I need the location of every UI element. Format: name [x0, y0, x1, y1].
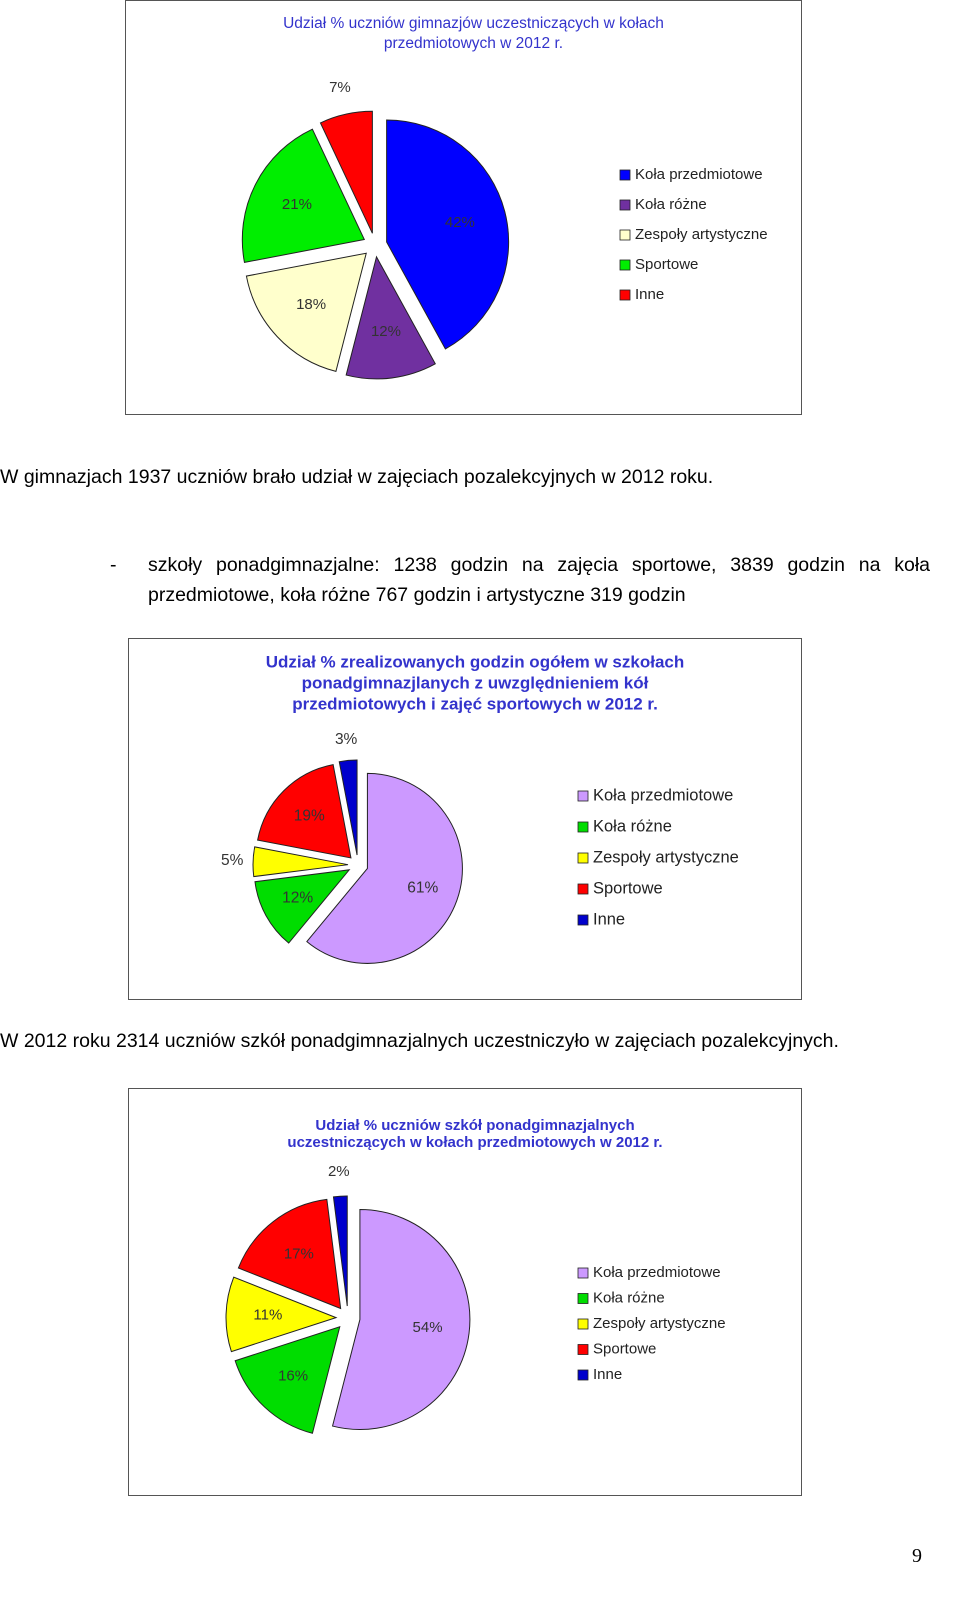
pie-slice [241, 128, 366, 263]
pie-slice [338, 759, 358, 856]
pie-slice [252, 846, 349, 878]
data-label: 12% [371, 323, 401, 340]
pie-slice [245, 252, 367, 372]
legend-label: Koła różne [593, 1289, 665, 1306]
legend-swatch [619, 259, 631, 271]
data-label: 21% [282, 196, 312, 213]
data-label: 61% [407, 879, 438, 896]
legend-swatch [577, 1293, 589, 1304]
data-label: 11% [253, 1306, 282, 1323]
pie-slice [254, 869, 351, 944]
legend-swatch [619, 199, 631, 211]
paragraph: W 2012 roku 2314 uczniów szkół ponadgimn… [0, 1030, 839, 1052]
legend-swatch [619, 289, 631, 301]
legend-label: Zespoły artystyczne [593, 848, 739, 866]
legend-swatch [577, 1267, 589, 1279]
paragraph: szkoły ponadgimnazjalne: 1238 godzin na … [148, 554, 930, 606]
pie-slice [225, 1276, 338, 1353]
data-label: 16% [278, 1367, 308, 1384]
pie-chart: Udział % uczniów szkół ponadgimnazjalnyc… [128, 1088, 802, 1496]
pie-slice [319, 110, 373, 234]
data-label: 3% [335, 731, 358, 748]
data-label: 5% [221, 852, 244, 869]
pie-slice [234, 1325, 341, 1434]
pie-chart: Udział % zrealizowanych godzin ogółem w … [128, 638, 802, 1000]
legend-label: Sportowe [635, 256, 698, 273]
data-label: 54% [413, 1319, 443, 1336]
data-label: 18% [296, 296, 326, 313]
legend-label: Koła przedmiotowe [635, 166, 763, 183]
legend-label: Inne [593, 1366, 622, 1383]
chart-title: przedmiotowych i zajęć sportowych w 2012… [292, 694, 658, 713]
legend-label: Koła różne [593, 817, 672, 835]
legend-swatch [577, 821, 589, 833]
legend-swatch [577, 852, 589, 864]
legend-label: Koła przedmiotowe [593, 786, 733, 804]
legend-label: Sportowe [593, 879, 663, 897]
legend-swatch [577, 914, 589, 926]
legend-swatch [577, 883, 589, 895]
pie-slice [345, 255, 436, 380]
legend-label: Inne [593, 910, 625, 928]
legend-label: Koła różne [635, 196, 707, 213]
legend-swatch [577, 1344, 589, 1355]
legend-swatch [619, 229, 631, 241]
page-number: 9 [912, 1545, 922, 1567]
data-label: 17% [284, 1246, 314, 1263]
legend-swatch [577, 1318, 589, 1330]
legend-label: Zespoły artystyczne [635, 226, 768, 243]
pie-slice [332, 1195, 348, 1307]
paragraph: W gimnazjach 1937 uczniów brało udział w… [0, 466, 714, 488]
pie-slice [237, 1198, 342, 1310]
legend-swatch [577, 1369, 589, 1381]
data-label: 19% [294, 807, 325, 824]
chart-title: przedmiotowych w 2012 r. [384, 35, 563, 52]
legend-swatch [577, 790, 589, 802]
pie-chart: Udział % uczniów gimnazjów uczestniczący… [125, 0, 802, 415]
chart-title: Udział % uczniów szkół ponadgimnazjalnyc… [315, 1117, 634, 1134]
chart-title: Udział % uczniów gimnazjów uczestniczący… [283, 15, 664, 32]
chart-frame [128, 638, 802, 1000]
data-label: 42% [445, 214, 475, 231]
pie-slice [257, 764, 352, 859]
pie-slice [306, 772, 463, 964]
chart-title: ponadgimnazjlanych z uwzględnieniem kół [302, 673, 649, 692]
data-label: 7% [329, 79, 351, 96]
data-label: 2% [328, 1163, 350, 1180]
legend-label: Koła przedmiotowe [593, 1264, 721, 1281]
bullet: - [110, 554, 117, 576]
pie-slice [331, 1209, 471, 1430]
legend-label: Inne [635, 286, 664, 303]
pie-slice [386, 119, 510, 350]
legend-swatch [619, 169, 631, 181]
legend-label: Zespoły artystyczne [593, 1315, 726, 1332]
chart-title: uczestniczących w kołach przedmiotowych … [287, 1134, 662, 1151]
chart-title: Udział % zrealizowanych godzin ogółem w … [266, 652, 684, 671]
data-label: 12% [282, 889, 313, 906]
legend-label: Sportowe [593, 1340, 656, 1357]
